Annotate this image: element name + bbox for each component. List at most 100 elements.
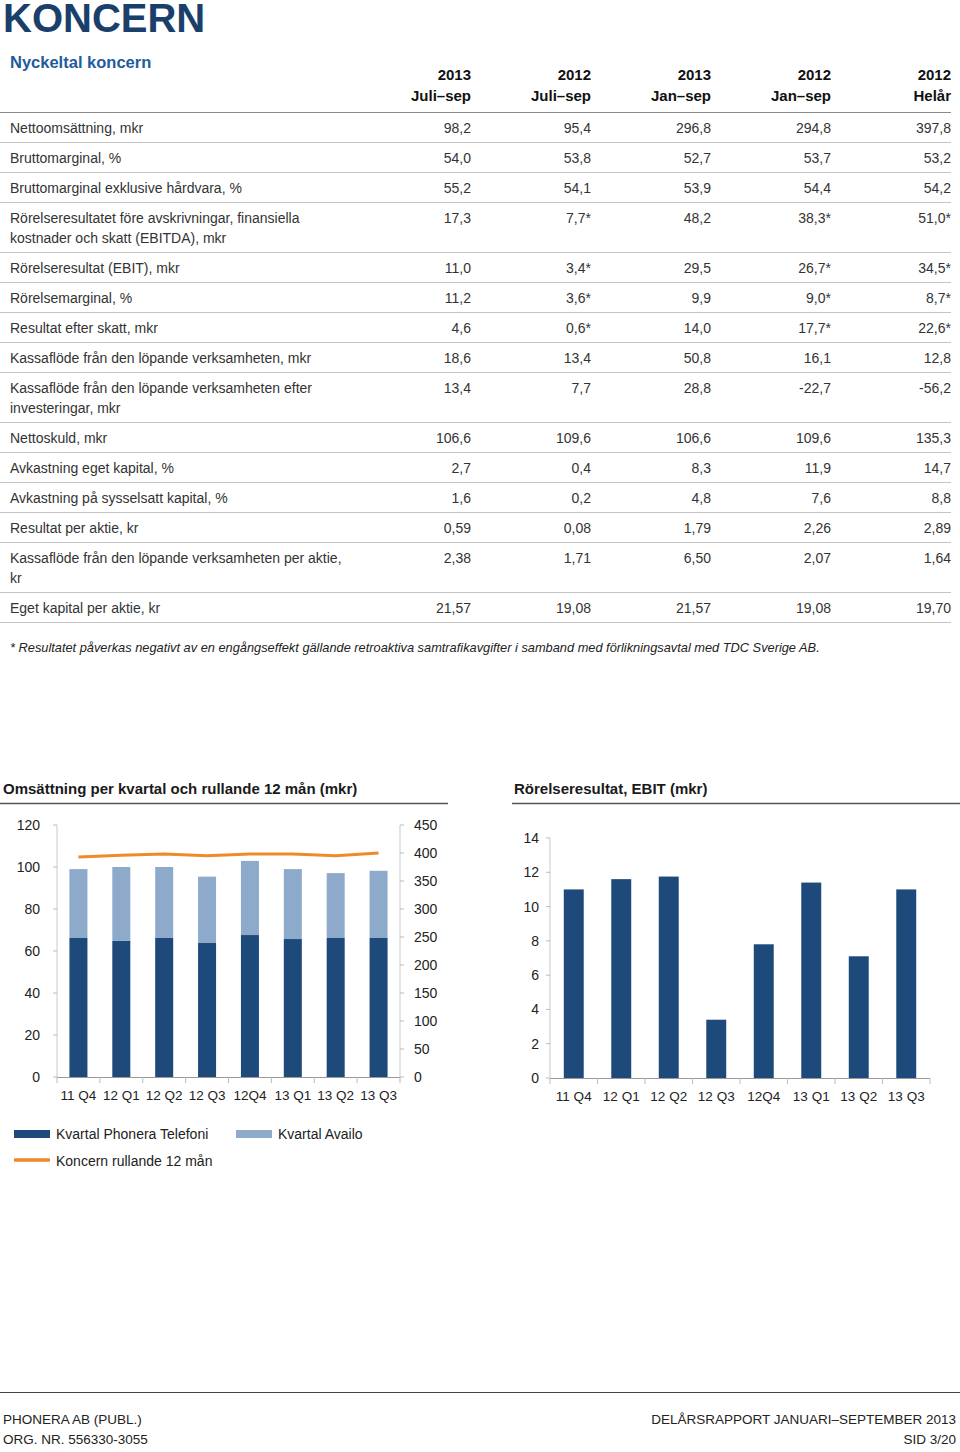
y2-tick-label: 50 bbox=[414, 1041, 430, 1057]
header-cell: 2013Juli–sep bbox=[351, 58, 471, 113]
legend-label: Kvartal Availo bbox=[278, 1126, 363, 1142]
row-value: 13,4 bbox=[471, 343, 591, 373]
bar bbox=[611, 879, 631, 1078]
bar bbox=[849, 956, 869, 1078]
table-row: Nettoomsättning, mkr98,295,4296,8294,839… bbox=[0, 113, 951, 143]
y-tick-label: 20 bbox=[24, 1027, 40, 1043]
y2-tick-label: 350 bbox=[414, 873, 438, 889]
x-tick-label: 12 Q3 bbox=[698, 1089, 735, 1104]
col bbox=[831, 58, 951, 623]
bar bbox=[370, 938, 388, 1077]
row-label: Bruttomarginal, % bbox=[0, 143, 351, 173]
row-value: 19,08 bbox=[471, 593, 591, 623]
row-label: Resultat efter skatt, mkr bbox=[0, 313, 351, 343]
row-value: 0,4 bbox=[471, 453, 591, 483]
y2-tick-label: 400 bbox=[414, 845, 438, 861]
y-tick-label: 60 bbox=[24, 943, 40, 959]
y-tick-label: 0 bbox=[531, 1070, 539, 1086]
title-rule bbox=[512, 803, 960, 805]
y-tick bbox=[53, 951, 57, 952]
x-separator bbox=[400, 1077, 401, 1083]
x-tick-label: 12Q4 bbox=[747, 1089, 781, 1104]
y2-tick bbox=[400, 825, 404, 826]
x-separator bbox=[597, 1078, 598, 1084]
row-label: Resultat per aktie, kr bbox=[0, 513, 351, 543]
x-separator bbox=[185, 1077, 186, 1083]
table-head: 2013Juli–sep2012Juli–sep2013Jan–sep2012J… bbox=[0, 58, 951, 113]
row-value: 2,07 bbox=[711, 543, 831, 593]
col bbox=[591, 58, 711, 623]
legend-swatch bbox=[14, 1158, 50, 1162]
row-value: 109,6 bbox=[471, 423, 591, 453]
y-tick-label: 100 bbox=[17, 859, 41, 875]
y2-tick bbox=[400, 965, 404, 966]
x-tick-label: 13 Q2 bbox=[317, 1088, 354, 1103]
row-label: Nettoomsättning, mkr bbox=[0, 113, 351, 143]
row-value: 8,3 bbox=[591, 453, 711, 483]
x-tick-label: 13 Q3 bbox=[360, 1088, 397, 1103]
plot-area bbox=[69, 853, 387, 1077]
y2-tick-label: 100 bbox=[414, 1013, 438, 1029]
row-value: 13,4 bbox=[351, 373, 471, 423]
bar bbox=[564, 889, 584, 1078]
table-row: Kassaflöde från den löpande verksamheten… bbox=[0, 343, 951, 373]
x-tick-label: 12Q4 bbox=[233, 1088, 267, 1103]
row-value: 14,7 bbox=[831, 453, 951, 483]
x-separator bbox=[271, 1077, 272, 1083]
x-separator bbox=[99, 1077, 100, 1083]
y-tick bbox=[546, 975, 550, 976]
y-tick-label: 10 bbox=[523, 899, 539, 915]
table-row: Kassaflöde från den löpande verksamheten… bbox=[0, 373, 951, 423]
row-value: 135,3 bbox=[831, 423, 951, 453]
chart: Omsättning per kvartal och rullande 12 m… bbox=[0, 780, 448, 1169]
table-row: Resultat per aktie, kr0,590,081,792,262,… bbox=[0, 513, 951, 543]
row-value: 9,9 bbox=[591, 283, 711, 313]
x-separator bbox=[692, 1078, 693, 1084]
row-value: 54,1 bbox=[471, 173, 591, 203]
table-row: Bruttomarginal, %54,053,852,753,753,2 bbox=[0, 143, 951, 173]
column-period: Juli–sep bbox=[471, 85, 591, 106]
x-separator bbox=[314, 1077, 315, 1083]
row-value: 16,1 bbox=[711, 343, 831, 373]
x-tick-label: 13 Q1 bbox=[274, 1088, 311, 1103]
y2-tick bbox=[400, 1049, 404, 1050]
x-separator bbox=[357, 1077, 358, 1083]
bar bbox=[706, 1020, 726, 1078]
row-value: 6,50 bbox=[591, 543, 711, 593]
bar bbox=[801, 883, 821, 1078]
y-tick-label: 6 bbox=[531, 967, 539, 983]
row-value: 98,2 bbox=[351, 113, 471, 143]
chart: Rörelseresultat, EBIT (mkr)0246810121411… bbox=[512, 780, 960, 1104]
y-tick-label: 80 bbox=[24, 901, 40, 917]
x-separator bbox=[645, 1078, 646, 1084]
row-value: 17,3 bbox=[351, 203, 471, 253]
row-value: 54,4 bbox=[711, 173, 831, 203]
row-value: 19,08 bbox=[711, 593, 831, 623]
row-value: 53,7 bbox=[711, 143, 831, 173]
y-tick-label: 12 bbox=[523, 864, 539, 880]
table-row: Nettoskuld, mkr106,6109,6106,6109,6135,3 bbox=[0, 423, 951, 453]
charts-layer: Omsättning per kvartal och rullande 12 m… bbox=[0, 0, 960, 1452]
row-value: 294,8 bbox=[711, 113, 831, 143]
row-value: 38,3* bbox=[711, 203, 831, 253]
row-value: 48,2 bbox=[591, 203, 711, 253]
plot-area bbox=[564, 877, 916, 1078]
y2-tick-label: 150 bbox=[414, 985, 438, 1001]
header-cell: 2013Jan–sep bbox=[591, 58, 711, 113]
footer-left: ORG. NR. 556330-3055 bbox=[3, 1432, 148, 1447]
table-row: Avkastning eget kapital, %2,70,48,311,91… bbox=[0, 453, 951, 483]
row-value: 2,38 bbox=[351, 543, 471, 593]
row-value: 7,7 bbox=[471, 373, 591, 423]
y-tick bbox=[546, 906, 550, 907]
row-value: 11,2 bbox=[351, 283, 471, 313]
row-label: Rörelseresultat (EBIT), mkr bbox=[0, 253, 351, 283]
bar bbox=[370, 871, 388, 938]
x-separator bbox=[882, 1078, 883, 1084]
row-value: 2,89 bbox=[831, 513, 951, 543]
row-value: 0,2 bbox=[471, 483, 591, 513]
x-tick-label: 12 Q1 bbox=[103, 1088, 140, 1103]
row-value: 1,6 bbox=[351, 483, 471, 513]
x-tick-label: 12 Q3 bbox=[189, 1088, 226, 1103]
row-value: 54,2 bbox=[831, 173, 951, 203]
row-value: -22,7 bbox=[711, 373, 831, 423]
